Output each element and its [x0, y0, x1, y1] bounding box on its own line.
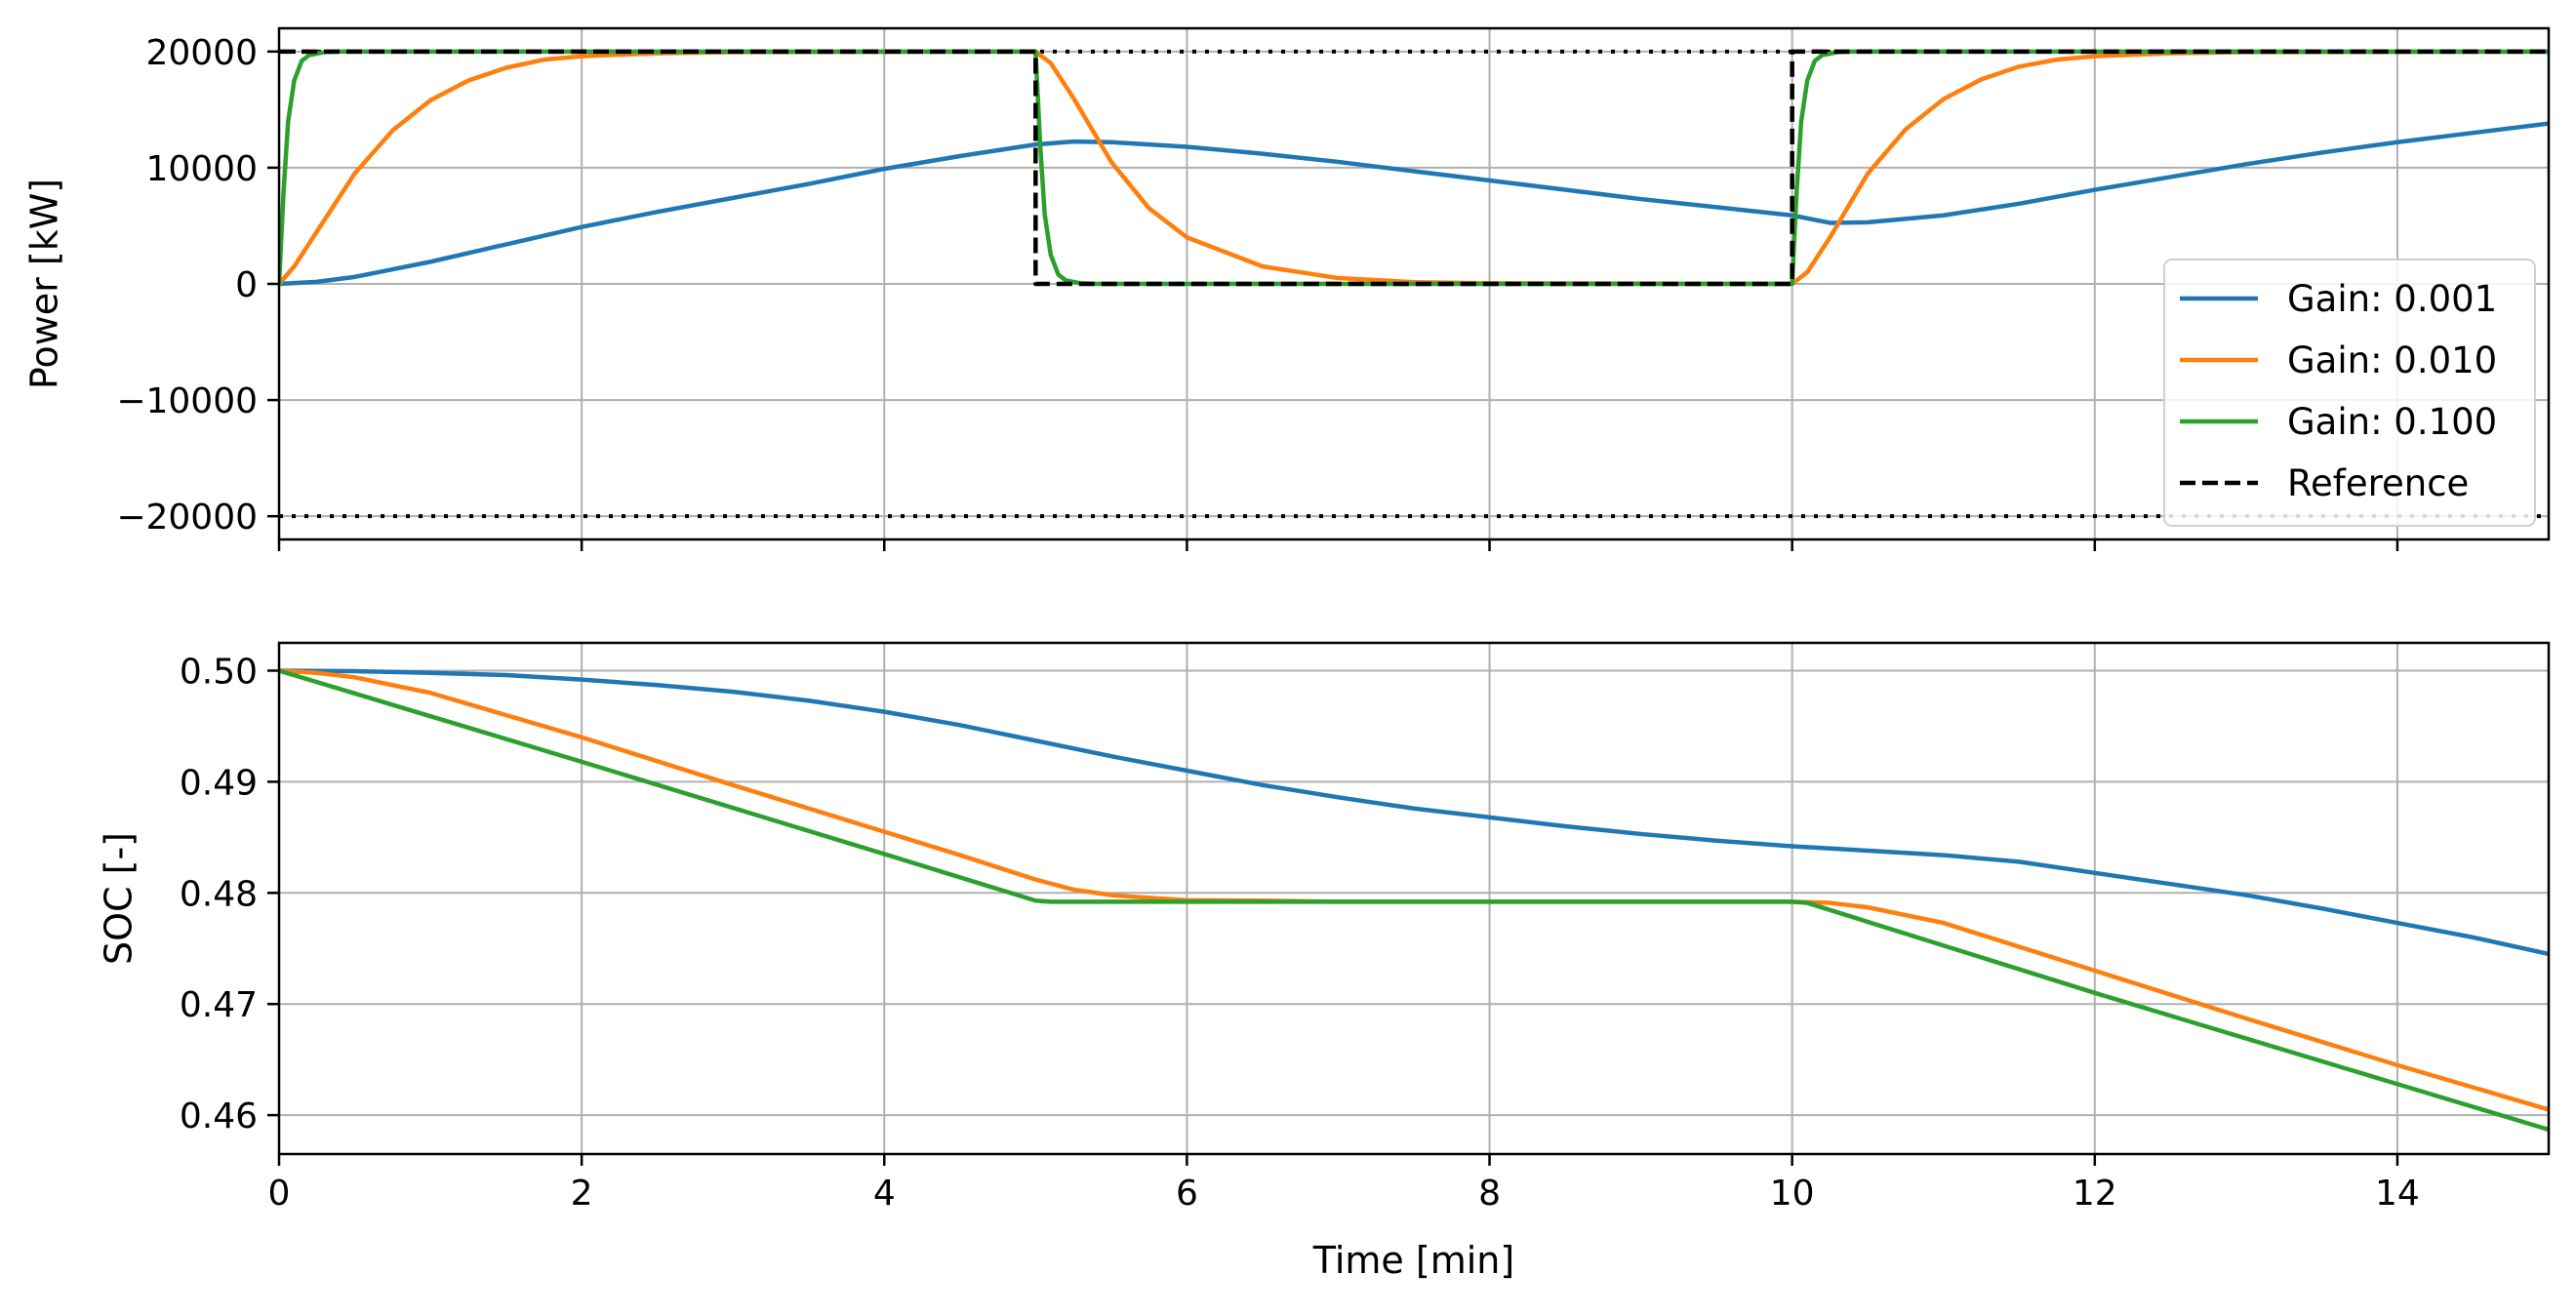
legend-label: Gain: 0.100	[2287, 401, 2497, 443]
series-line-3	[279, 668, 2549, 1133]
y-tick-label: 0.48	[180, 874, 258, 914]
y-tick-label: 0.46	[180, 1096, 258, 1136]
y-tick-label: −20000	[116, 498, 258, 538]
y-tick-label: 0.49	[180, 763, 258, 803]
y-tick-label: 10000	[145, 149, 258, 189]
x-axis-label: Time [min]	[1312, 1239, 1514, 1282]
series-line-2	[279, 668, 2549, 1112]
x-tick-label: 4	[873, 1174, 896, 1214]
y-tick-label: 20000	[145, 33, 258, 73]
x-tick-label: 10	[1770, 1174, 1815, 1214]
legend-label: Gain: 0.010	[2287, 339, 2497, 381]
x-tick-label: 6	[1176, 1174, 1198, 1214]
y-tick-label: 0.50	[180, 652, 258, 692]
x-tick-label: 8	[1478, 1174, 1501, 1214]
series-line-2	[279, 49, 2549, 287]
y-tick-label: −10000	[116, 381, 258, 421]
legend-box	[2163, 259, 2536, 527]
y-axis-label: SOC [-]	[98, 832, 141, 965]
x-tick-label: 14	[2375, 1174, 2420, 1214]
panel-1: −20000 −10000 0 10000 20000 Power [kW] Gain: 0…	[23, 26, 2551, 551]
legend-label: Reference	[2287, 462, 2469, 504]
series-line-1	[279, 121, 2549, 287]
axes-frame	[277, 641, 2551, 1156]
series-line-4	[279, 49, 2549, 287]
series-line-3	[279, 49, 2549, 287]
y-axis-label: Power [kW]	[23, 179, 66, 389]
x-tick-label: 12	[2073, 1174, 2117, 1214]
panel-2: 0 2 4 6 8 10 12 14 0.46 0.47 0.48 0.49 0.50 SOC [-] Ti…	[98, 641, 2551, 1282]
y-tick-label: 0	[235, 265, 258, 305]
legend-label: Gain: 0.001	[2287, 278, 2497, 320]
y-tick-label: 0.47	[180, 985, 258, 1025]
x-tick-label: 2	[571, 1174, 593, 1214]
x-tick-label: 0	[268, 1174, 291, 1214]
legend: Gain: 0.001 Gain: 0.010 Gain: 0.100 Referen…	[2163, 259, 2536, 527]
series-line-1	[279, 668, 2549, 957]
